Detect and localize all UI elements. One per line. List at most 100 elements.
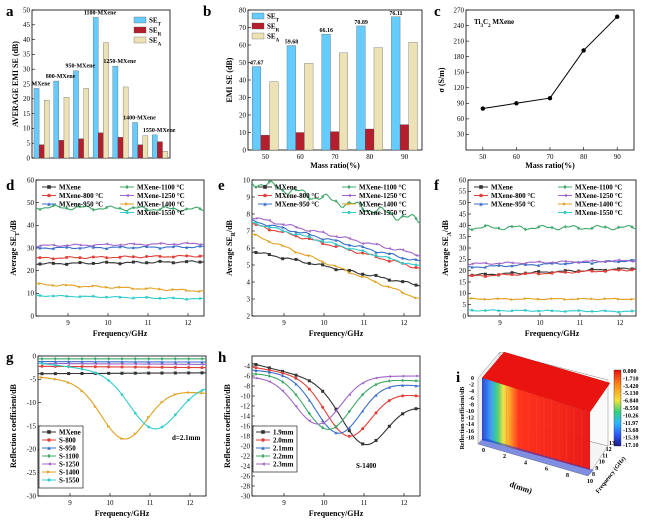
series-marker-e-4 [267, 218, 271, 222]
series-marker-f-0 [537, 270, 541, 274]
series-marker-g-3 [93, 357, 97, 361]
panel-b: 010203040506070805047.676059.687066.1680… [225, 6, 423, 170]
bar-1-2 [330, 131, 340, 151]
legend-marker-d-6 [125, 210, 129, 215]
series-marker-f-3 [563, 224, 567, 229]
legend-marker-e-1 [263, 193, 267, 198]
y-tick-label: -24 [241, 462, 251, 470]
series-marker-e-0 [401, 280, 405, 284]
legend-label-f-0: MXene [491, 184, 513, 192]
series-marker-h-3 [387, 379, 391, 383]
series-marker-e-2 [387, 251, 391, 255]
legend-marker-h-4 [261, 462, 265, 466]
y-tick-label: -14 [241, 412, 251, 420]
frequency-tick-label: 12 [606, 447, 612, 453]
series-marker-d-0 [158, 259, 162, 263]
x-tick-label: 60 [513, 153, 521, 161]
y-tick-label: 40 [27, 222, 35, 230]
series-marker-e-3 [294, 187, 298, 192]
series-marker-g-1 [200, 366, 204, 370]
z-tick-label: -2 [469, 383, 474, 389]
series-marker-g-5 [93, 405, 97, 409]
legend-marker-g-2 [47, 446, 51, 450]
series-marker-h-2 [321, 418, 325, 422]
series-marker-f-5 [497, 297, 501, 301]
series-marker-h-3 [267, 374, 271, 378]
bar-1-3 [98, 132, 104, 159]
legend-label-a-1: SER [149, 27, 162, 38]
legend-marker-d-4 [125, 193, 129, 198]
series-marker-g-2 [120, 360, 124, 364]
series-marker-e-3 [307, 197, 311, 201]
series-marker-f-1 [537, 272, 541, 276]
series-marker-g-1 [187, 366, 191, 370]
series-marker-g-2 [133, 360, 137, 364]
series-marker-h-1 [294, 376, 298, 380]
series-marker-d-1 [185, 254, 189, 258]
series-marker-f-4 [603, 259, 607, 263]
series-marker-e-4 [361, 242, 365, 246]
series-marker-f-1 [617, 268, 621, 272]
bar-1-2 [78, 138, 84, 159]
series-marker-d-5 [118, 285, 122, 289]
bar-0-2 [321, 34, 331, 151]
y-tick-label: 7 [247, 227, 251, 235]
series-marker-g-0 [173, 371, 177, 375]
z-tick-label: 0 [471, 376, 474, 382]
series-marker-e-1 [334, 245, 338, 249]
y-tick-label: 10 [243, 176, 251, 184]
series-marker-d-1 [91, 255, 95, 259]
series-marker-g-3 [173, 357, 177, 361]
series-marker-g-4 [133, 362, 137, 366]
bar-0-4 [112, 66, 119, 159]
y-tick-label: 25 [23, 80, 31, 88]
series-marker-d-6 [171, 296, 175, 300]
series-marker-e-5 [401, 291, 405, 295]
legend-label-d-1: MXene-800 °C [59, 192, 103, 200]
x-tick-label: 90 [401, 153, 409, 161]
series-marker-e-1 [414, 266, 418, 270]
series-marker-f-2 [483, 265, 487, 269]
series-marker-e-3 [401, 214, 405, 218]
series-marker-e-0 [374, 273, 378, 277]
series-marker-d-1 [171, 255, 175, 259]
y-tick-label: 30 [239, 94, 247, 102]
series-marker-g-4 [147, 362, 151, 366]
series-marker-f-1 [483, 274, 487, 278]
series-marker-g-5 [80, 389, 84, 393]
series-marker-g-6 [133, 411, 137, 415]
series-marker-e-4 [307, 229, 311, 233]
series-marker-h-1 [281, 371, 285, 375]
y-tick-label: -12 [241, 402, 251, 410]
y-tick-label: 50 [27, 199, 35, 207]
series-marker-f-0 [510, 271, 514, 275]
bar-2-2 [83, 88, 89, 159]
legend-label-d-0: MXene [59, 184, 81, 192]
series-marker-d-6 [91, 295, 95, 298]
series-marker-g-1 [40, 364, 44, 368]
series-marker-f-5 [630, 297, 634, 301]
series-marker-g-5 [53, 377, 57, 381]
frequency-tick-label: 13 [609, 441, 615, 447]
x-tick-label: 80 [580, 153, 588, 161]
series-marker-f-3 [617, 225, 621, 230]
series-marker-d-0 [131, 260, 135, 264]
annotation-ti: Ti3C2 MXene [474, 18, 514, 29]
series-marker-g-3 [80, 357, 84, 361]
x-axis-title-d: Frequency/GHz [93, 329, 148, 338]
series-marker-f-4 [537, 260, 541, 264]
series-marker-e-1 [387, 259, 391, 263]
legend-marker-g-6 [47, 478, 51, 482]
bar-1-1 [58, 140, 65, 159]
series-marker-e-0 [361, 272, 365, 276]
series-marker-d-1 [65, 255, 69, 259]
colorbar-tick-label: -5.130 [623, 391, 639, 397]
bar-2-3 [373, 47, 383, 151]
legend-label-d-3: MXene-1100 °C [137, 184, 184, 192]
legend-box-g [38, 425, 84, 489]
colorbar-tick-label: -6.840 [623, 399, 639, 405]
x-tick-label: 9 [282, 319, 286, 327]
y-tick-label: 55 [459, 188, 467, 196]
series-marker-e-2 [347, 243, 351, 247]
